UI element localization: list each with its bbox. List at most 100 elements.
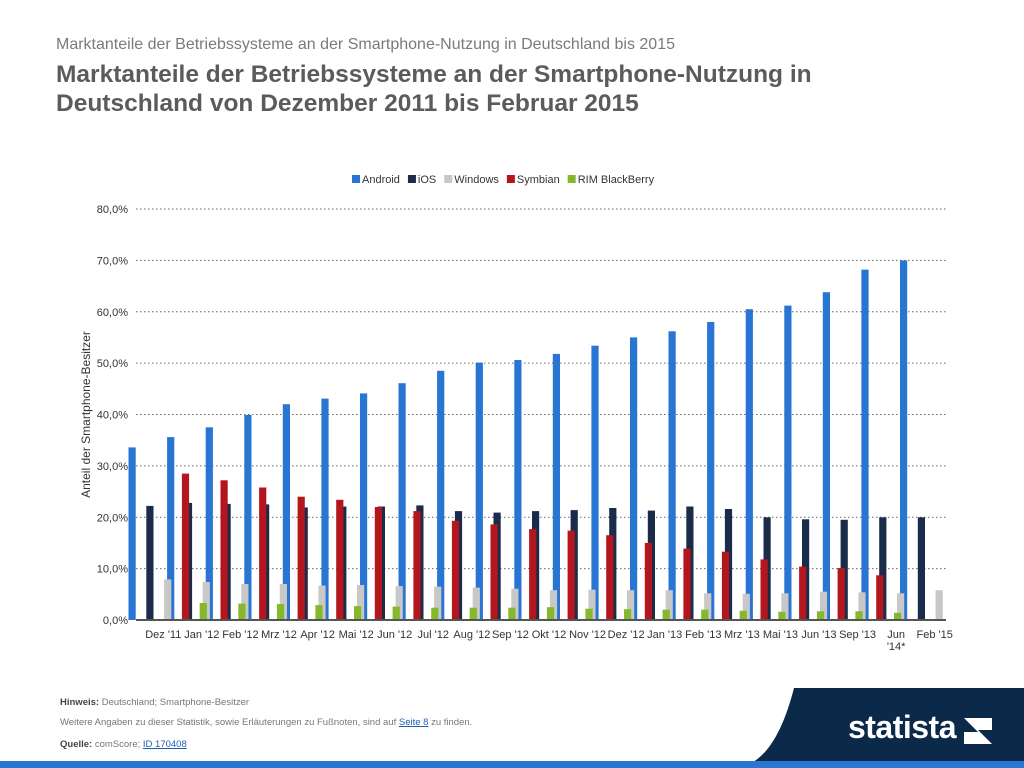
y-tick-label: 50,0% (97, 358, 128, 370)
y-tick-label: 60,0% (97, 307, 128, 319)
bar-rim-blackberry (276, 604, 285, 620)
bar-symbian (721, 551, 730, 620)
bar-windows (897, 593, 905, 620)
legend-label: Windows (454, 174, 499, 186)
legend-swatch (407, 175, 416, 183)
more-info-line: Weitere Angaben zu dieser Statistik, sow… (60, 717, 472, 728)
legend-swatch (444, 175, 453, 183)
bar-android (282, 404, 290, 620)
x-tick-label: Jun '12 (377, 629, 412, 641)
bar-windows (318, 585, 326, 620)
y-axis-label: Anteil der Smartphone-Besitzer (79, 331, 93, 498)
x-tick-label: Sep '12 (492, 629, 529, 641)
bar-windows (164, 579, 172, 620)
bar-android (475, 362, 483, 620)
bar-android (745, 309, 753, 620)
bar-rim-blackberry (469, 607, 477, 620)
bar-rim-blackberry (392, 606, 400, 620)
statista-logo: statista (847, 709, 957, 745)
bar-android (321, 398, 329, 620)
bar-symbian (490, 524, 498, 620)
bar-windows (395, 586, 403, 620)
bar-windows (434, 586, 442, 620)
bar-windows (665, 590, 673, 620)
bar-android (360, 393, 368, 620)
more-info-suffix: zu finden. (428, 717, 473, 728)
bar-android (861, 269, 869, 620)
bar-symbian (876, 575, 884, 620)
bar-ios (879, 517, 887, 621)
bar-android (514, 360, 522, 620)
bar-symbian (837, 568, 845, 620)
legend-label: Android (362, 174, 400, 186)
bar-symbian (413, 511, 421, 620)
bar-windows (241, 584, 249, 620)
bar-rim-blackberry (624, 609, 632, 620)
x-tick-label: Dez '11 (145, 629, 181, 641)
statista-logo-icon (964, 718, 992, 744)
x-tick-label: Jun '14* (887, 629, 906, 653)
bar-ios (917, 517, 925, 621)
x-tick-label: Jul '12 (418, 629, 449, 641)
brand-band (734, 688, 1024, 768)
bar-android (591, 345, 599, 620)
chart-grid (136, 208, 946, 570)
bar-windows (858, 592, 866, 620)
bar-android (668, 331, 676, 620)
hint-line: Hinweis: Deutschland; Smartphone-Besitze… (60, 697, 249, 708)
bar-android (244, 415, 252, 620)
y-tick-label: 40,0% (97, 410, 128, 422)
bar-symbian (297, 496, 305, 620)
bar-rim-blackberry (508, 607, 516, 620)
x-tick-label: Dez '12 (608, 629, 645, 641)
bar-symbian (644, 542, 652, 620)
legend-swatch (567, 175, 576, 183)
chart-bars (128, 260, 943, 621)
statistic-id-link[interactable]: ID 170408 (142, 739, 187, 750)
bar-rim-blackberry (662, 609, 670, 620)
bar-android (437, 370, 445, 620)
x-tick-label: Mrz '12 (261, 629, 297, 641)
bar-windows (511, 588, 519, 620)
legend-swatch (506, 175, 515, 183)
bar-windows (819, 591, 828, 620)
source-label: Quelle: (60, 739, 93, 750)
bar-rim-blackberry (315, 605, 323, 620)
bar-android (398, 383, 406, 620)
bar-windows (357, 585, 365, 620)
bar-android (822, 292, 830, 620)
bar-symbian (181, 473, 190, 620)
bar-rim-blackberry (855, 611, 863, 620)
bar-rim-blackberry (701, 609, 709, 620)
bottom-accent-line (0, 761, 1024, 768)
bar-android (784, 305, 792, 620)
x-tick-label: Feb '13 (685, 629, 721, 641)
bar-rim-blackberry (238, 603, 246, 620)
legend-swatch (352, 175, 360, 183)
bar-rim-blackberry (585, 608, 593, 620)
bar-android (167, 437, 175, 620)
bar-windows (279, 584, 287, 620)
bar-windows (627, 590, 635, 620)
x-tick-label: Apr '12 (300, 629, 335, 641)
bar-rim-blackberry (354, 606, 362, 620)
y-tick-label: 70,0% (97, 255, 128, 267)
bar-symbian (529, 529, 537, 620)
legend-label: RIM BlackBerry (578, 174, 655, 186)
x-tick-label: Jan '12 (184, 629, 219, 641)
source-line: Quelle: comScore; ID 170408 (60, 739, 187, 750)
x-tick-label: Feb '15 (917, 629, 953, 641)
hint-label: Hinweis: (60, 697, 100, 708)
bar-symbian (606, 535, 614, 620)
bar-symbian (683, 548, 691, 620)
page-subtitle: Marktanteile der Betriebssysteme an der … (56, 36, 675, 53)
bar-windows (781, 593, 789, 620)
bar-symbian (259, 487, 267, 620)
bar-android (707, 322, 715, 620)
bar-rim-blackberry (431, 607, 439, 620)
y-tick-label: 10,0% (97, 564, 128, 576)
bar-rim-blackberry (778, 611, 786, 620)
page-8-link[interactable]: Seite 8 (398, 717, 429, 728)
y-tick-label: 20,0% (97, 512, 128, 524)
bar-symbian (567, 530, 575, 620)
